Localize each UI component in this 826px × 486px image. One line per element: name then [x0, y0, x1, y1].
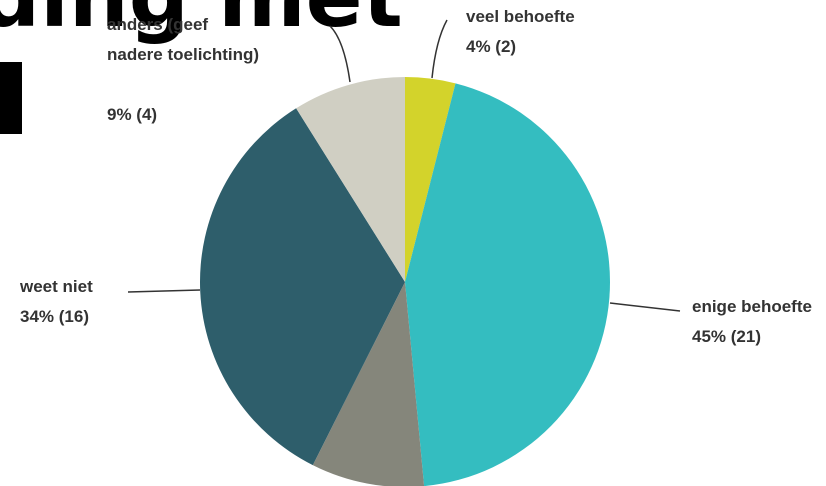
slice-label: veel behoefte: [466, 7, 575, 26]
slice-label: anders (geef nadere toelichting): [107, 15, 259, 64]
value-label: 45% (21): [692, 327, 761, 346]
value-label: 34% (16): [20, 307, 89, 326]
pie-slice: [199, 108, 405, 466]
heading-fragment: [0, 62, 22, 134]
pie-slice: [405, 83, 610, 486]
slice-label: weet niet: [19, 277, 93, 296]
value-label: 9% (4): [107, 105, 157, 124]
leader-line: [609, 302, 681, 312]
pie-slice: [312, 282, 425, 486]
leader-line: [127, 289, 201, 293]
leader-line: [329, 25, 351, 83]
value-label: 4% (2): [466, 37, 516, 56]
leader-line: [431, 19, 448, 79]
pie-slice: [405, 77, 456, 282]
heading: ding met: [0, 0, 403, 46]
slice-label: enige behoefte: [692, 297, 812, 316]
pie-slice: [296, 77, 405, 282]
